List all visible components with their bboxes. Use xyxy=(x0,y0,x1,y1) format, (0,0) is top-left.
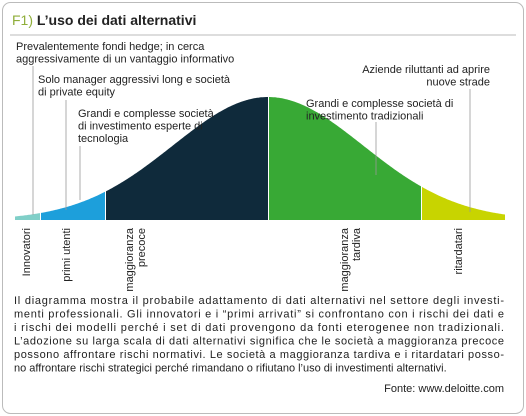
segment-label: maggioranza xyxy=(124,227,136,291)
curve-segment xyxy=(422,186,505,220)
title: F1) L’uso dei dati alternativi xyxy=(12,12,196,28)
segment-label: maggioranza xyxy=(339,227,351,291)
segment-label: ritardatari xyxy=(453,228,465,274)
annotation: Solo manager aggressivi long e società xyxy=(38,74,231,86)
segment-label: precoce xyxy=(136,228,148,267)
annotation: di private equity xyxy=(38,87,116,99)
annotation: Aziende riluttanti ad aprire xyxy=(362,64,490,76)
labels: Prevalentemente fondi hedge; in cercaagg… xyxy=(14,41,504,395)
description-line: Il diagramma mostra il probabile adattam… xyxy=(14,295,504,307)
adoption-curve xyxy=(15,97,505,220)
annotation: Prevalentemente fondi hedge; in cerca xyxy=(16,41,205,53)
source: Fonte: www.deloitte.com xyxy=(384,383,504,395)
description-line: L’adozione su larga scala di dati altern… xyxy=(14,336,504,348)
annotation: aggressivamente di un vantaggio informat… xyxy=(16,54,234,66)
annotation: tecnologia xyxy=(78,133,129,145)
segment-label: tardiva xyxy=(351,227,363,261)
description-line: menti professionali. Gli innovatori e i … xyxy=(14,309,504,321)
annotation: Grandi e complesse società xyxy=(78,108,215,120)
segment-label: Innovatori xyxy=(21,228,33,276)
curve-segment xyxy=(269,97,421,220)
segment-label: primi utenti xyxy=(61,228,73,282)
curve-segment xyxy=(15,213,40,220)
curve-segment xyxy=(41,191,105,220)
description-line: no affrontare rischi strategici perché r… xyxy=(14,363,447,375)
curve-segment xyxy=(106,97,268,220)
annotation: investimento tradizionali xyxy=(306,111,423,123)
title-text: L’uso dei dati alternativi xyxy=(37,12,196,28)
title-number: F1) xyxy=(12,12,33,28)
annotation: nuove strade xyxy=(426,77,490,89)
annotation: Grandi e complesse società di xyxy=(306,98,453,110)
annotation: di investimento esperte di xyxy=(78,121,203,133)
description-line: i rischi dei modelli perché i set di dat… xyxy=(14,322,504,334)
description-line: possono affrontare rischi normativi. Le … xyxy=(14,349,504,361)
